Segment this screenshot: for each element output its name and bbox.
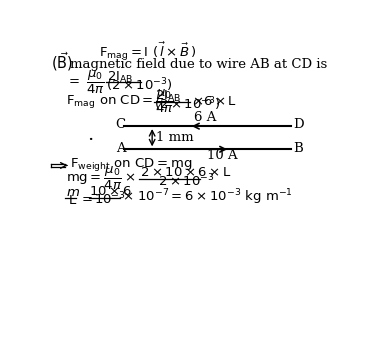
Text: B: B — [293, 142, 303, 155]
Text: $=$: $=$ — [79, 191, 93, 204]
Text: $\mathrm{F_{weight}}\ \mathrm{on\ CD} = \mathrm{mg}$: $\mathrm{F_{weight}}\ \mathrm{on\ CD} = … — [70, 156, 192, 173]
Text: 1 mm: 1 mm — [156, 131, 194, 144]
Text: 10 A: 10 A — [207, 149, 237, 162]
Text: C: C — [116, 119, 126, 132]
Text: $\mathrm{F_{mag}} = \mathrm{I}\ (\,\vec{l}\times\vec{B}\,)$: $\mathrm{F_{mag}} = \mathrm{I}\ (\,\vec{… — [99, 40, 197, 63]
Text: $\mathrm{mg} = \dfrac{\mu_0}{4\pi}\times$: $\mathrm{mg} = \dfrac{\mu_0}{4\pi}\times… — [66, 165, 136, 192]
Text: $(2\times10^{-3})$: $(2\times10^{-3})$ — [154, 95, 221, 113]
Text: .: . — [87, 126, 93, 144]
Text: $10\times6$: $10\times6$ — [89, 186, 132, 199]
Text: $2\times10\times6\times\mathrm{L}$: $2\times10\times6\times\mathrm{L}$ — [140, 166, 232, 179]
Text: $(\vec{\mathrm{B}})$: $(\vec{\mathrm{B}})$ — [50, 50, 73, 73]
Text: $10^{-3}$: $10^{-3}$ — [94, 190, 126, 207]
Text: 6 A: 6 A — [194, 111, 216, 124]
Text: D: D — [293, 119, 304, 132]
Text: $2\times10^{-3}$: $2\times10^{-3}$ — [157, 172, 214, 189]
Text: A: A — [116, 142, 125, 155]
Text: $\times\ 10^{-7} = 6\times10^{-3}\ \mathrm{kg\ m^{-1}}$: $\times\ 10^{-7} = 6\times10^{-3}\ \math… — [122, 187, 293, 207]
Text: $\times6\times \mathrm{L}$: $\times6\times \mathrm{L}$ — [191, 95, 237, 108]
Text: $m$: $m$ — [66, 186, 80, 199]
Text: $2\mathrm{I_{AB}}$: $2\mathrm{I_{AB}}$ — [107, 70, 134, 85]
Text: $2\mathrm{I_{AB}}$: $2\mathrm{I_{AB}}$ — [155, 89, 182, 104]
Text: $(2\times10^{-3})$: $(2\times10^{-3})$ — [107, 76, 173, 94]
Text: magnetic field due to wire AB at CD is: magnetic field due to wire AB at CD is — [70, 58, 327, 71]
Text: $= \ \dfrac{\mu_0}{4\pi}$: $= \ \dfrac{\mu_0}{4\pi}$ — [66, 69, 105, 96]
Text: $\mathrm{F_{mag}}\ \mathrm{on\ CD} = \dfrac{\mu_0}{4\pi}$: $\mathrm{F_{mag}}\ \mathrm{on\ CD} = \df… — [66, 88, 174, 115]
Text: $\mathrm{L}$: $\mathrm{L}$ — [68, 194, 77, 207]
